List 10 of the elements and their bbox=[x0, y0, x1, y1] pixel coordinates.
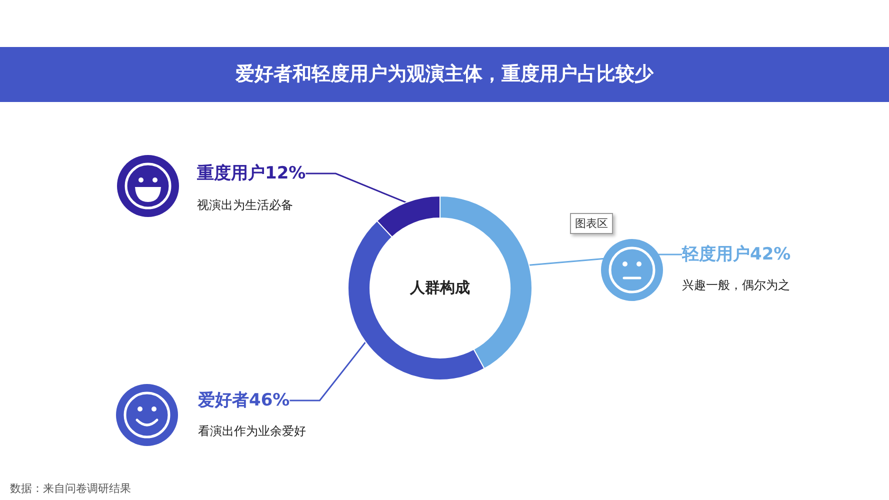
text: 视演出为生活必备 bbox=[197, 197, 293, 214]
chart-title: 爱好者和轻度用户为观演主体，重度用户占比较少 bbox=[0, 47, 889, 102]
text: 图表区 bbox=[570, 213, 613, 234]
text: 看演出作为业余爱好 bbox=[198, 423, 306, 440]
slice-label: 爱好者46% bbox=[197, 390, 290, 410]
slice-label: 重度用户12% bbox=[196, 164, 306, 184]
text: 数据：来自问卷调研结果 bbox=[10, 481, 131, 496]
text: 人群构成 bbox=[410, 278, 470, 298]
text: 兴趣一般，偶尔为之 bbox=[682, 277, 790, 294]
slice-label: 轻度用户42% bbox=[681, 244, 791, 264]
